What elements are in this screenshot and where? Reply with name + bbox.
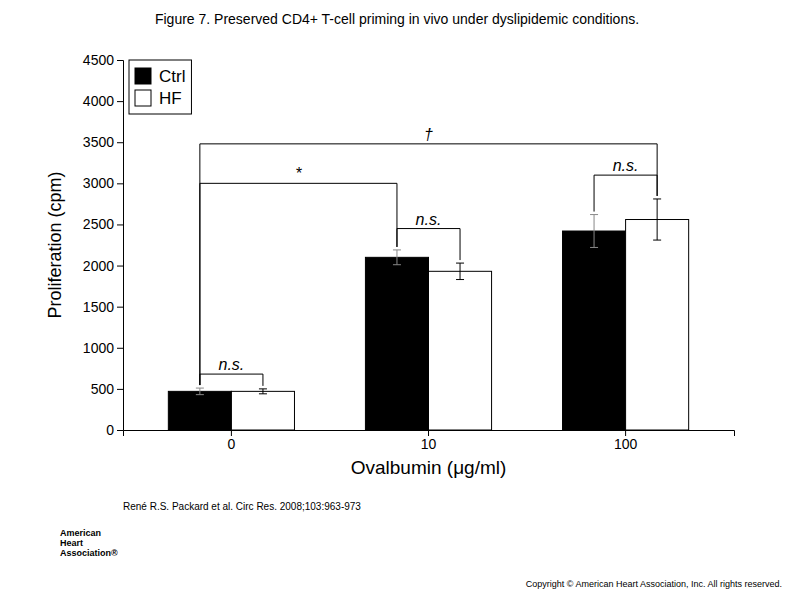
error-bar [590,215,598,248]
legend-label: Ctrl [159,67,185,86]
y-tick: 1000 [83,340,123,356]
legend-item: Ctrl [135,67,185,86]
legend-swatch [135,90,151,106]
y-tick-label: 1000 [83,340,114,356]
logo-line: Heart [60,538,83,548]
x-axis-title: Ovalbumin (μg/ml) [351,457,507,478]
y-tick-mark [117,430,123,431]
y-tick-mark [117,389,123,390]
annotation: n.s. [613,157,639,174]
error-bar-line [259,389,267,394]
error-bar-line [590,215,598,248]
footnote: René R.S. Packard et al. Circ Res. 2008;… [123,501,361,512]
y-tick: 3500 [83,134,123,150]
y-tick-label: 0 [106,422,114,438]
x-tick: 100 [614,430,638,452]
x-tick: 0 [228,430,236,452]
error-bar [259,389,267,394]
error-bar-line [653,199,661,240]
y-tick-label: 3000 [83,175,114,191]
logo-line: American [60,528,101,538]
x-tick-label: 0 [228,436,236,452]
annotations [200,144,657,386]
bracket [200,374,263,386]
y-tick: 4500 [83,52,123,68]
logo: AmericanHeartAssociation® [60,528,118,558]
y-tick-label: 4500 [83,52,114,68]
y-tick-mark [117,142,123,143]
error-bar-line [456,263,464,279]
y-tick-mark [117,224,123,225]
x-tick-label: 10 [421,436,437,452]
bracket [594,175,657,211]
y-tick: 2000 [83,258,123,274]
y-tick: 3000 [83,175,123,191]
y-tick-label: 2000 [83,258,114,274]
legend-box [129,60,191,114]
bar [626,220,689,430]
y-tick-label: 1500 [83,299,114,315]
title: Figure 7. Preserved CD4+ T-cell priming … [155,11,639,27]
error-bar-line [196,388,204,395]
plot: n.s.n.s.n.s.*†05001000150020002500300035… [45,52,735,478]
y-axis-line [117,61,124,431]
y-tick-mark [117,348,123,349]
y-tick-label: 500 [91,381,115,397]
x-axis: 0 10 100 [124,430,735,452]
bar [168,391,231,430]
bar [365,257,428,430]
y-tick-label: 3500 [83,134,114,150]
y-tick-mark [117,101,123,102]
legend-label: HF [159,89,182,108]
error-bar-line [393,250,401,265]
y-axis: 0 500 1000 1500 2000 2500 3000 3500 4000 4500 [83,52,124,438]
error-bar [456,263,464,279]
error-bar [196,388,204,395]
annotation: n.s. [416,211,442,228]
y-tick-mark [117,266,123,267]
y-tick: 2500 [83,216,123,232]
y-tick-mark [117,60,123,61]
legend-swatch [135,68,151,84]
y-tick: 1500 [83,299,123,315]
bracket [200,144,657,385]
copyright: Copyright © American Heart Association, … [526,579,782,589]
bracket [200,183,397,385]
annotation: * [295,165,302,182]
logo-line: Association® [60,548,118,558]
y-tick: 500 [91,381,123,397]
error-bar [653,199,661,240]
annotation: n.s. [219,356,245,373]
bar [563,231,626,430]
legend-item: HF [135,89,182,108]
legend: Ctrl HF [129,60,191,114]
y-tick: 4000 [83,93,123,109]
marks [168,144,688,430]
y-tick-label: 4000 [83,93,114,109]
bar [429,271,492,430]
annotation-texts: n.s. n.s. n.s. * † [219,126,639,373]
y-tick-label: 2500 [83,216,114,232]
y-tick-mark [117,307,123,308]
series [231,199,688,430]
chart: Figure 7. Preserved CD4+ T-cell priming … [0,0,794,595]
bracket [397,229,460,261]
bar [231,391,294,430]
y-tick-mark [117,183,123,184]
annotation: † [424,126,433,143]
error-bar [393,250,401,265]
y-tick: 0 [106,422,123,438]
x-tick: 10 [421,430,437,452]
y-axis-title: Proliferation (cpm) [45,171,65,318]
x-tick-label: 100 [614,436,638,452]
